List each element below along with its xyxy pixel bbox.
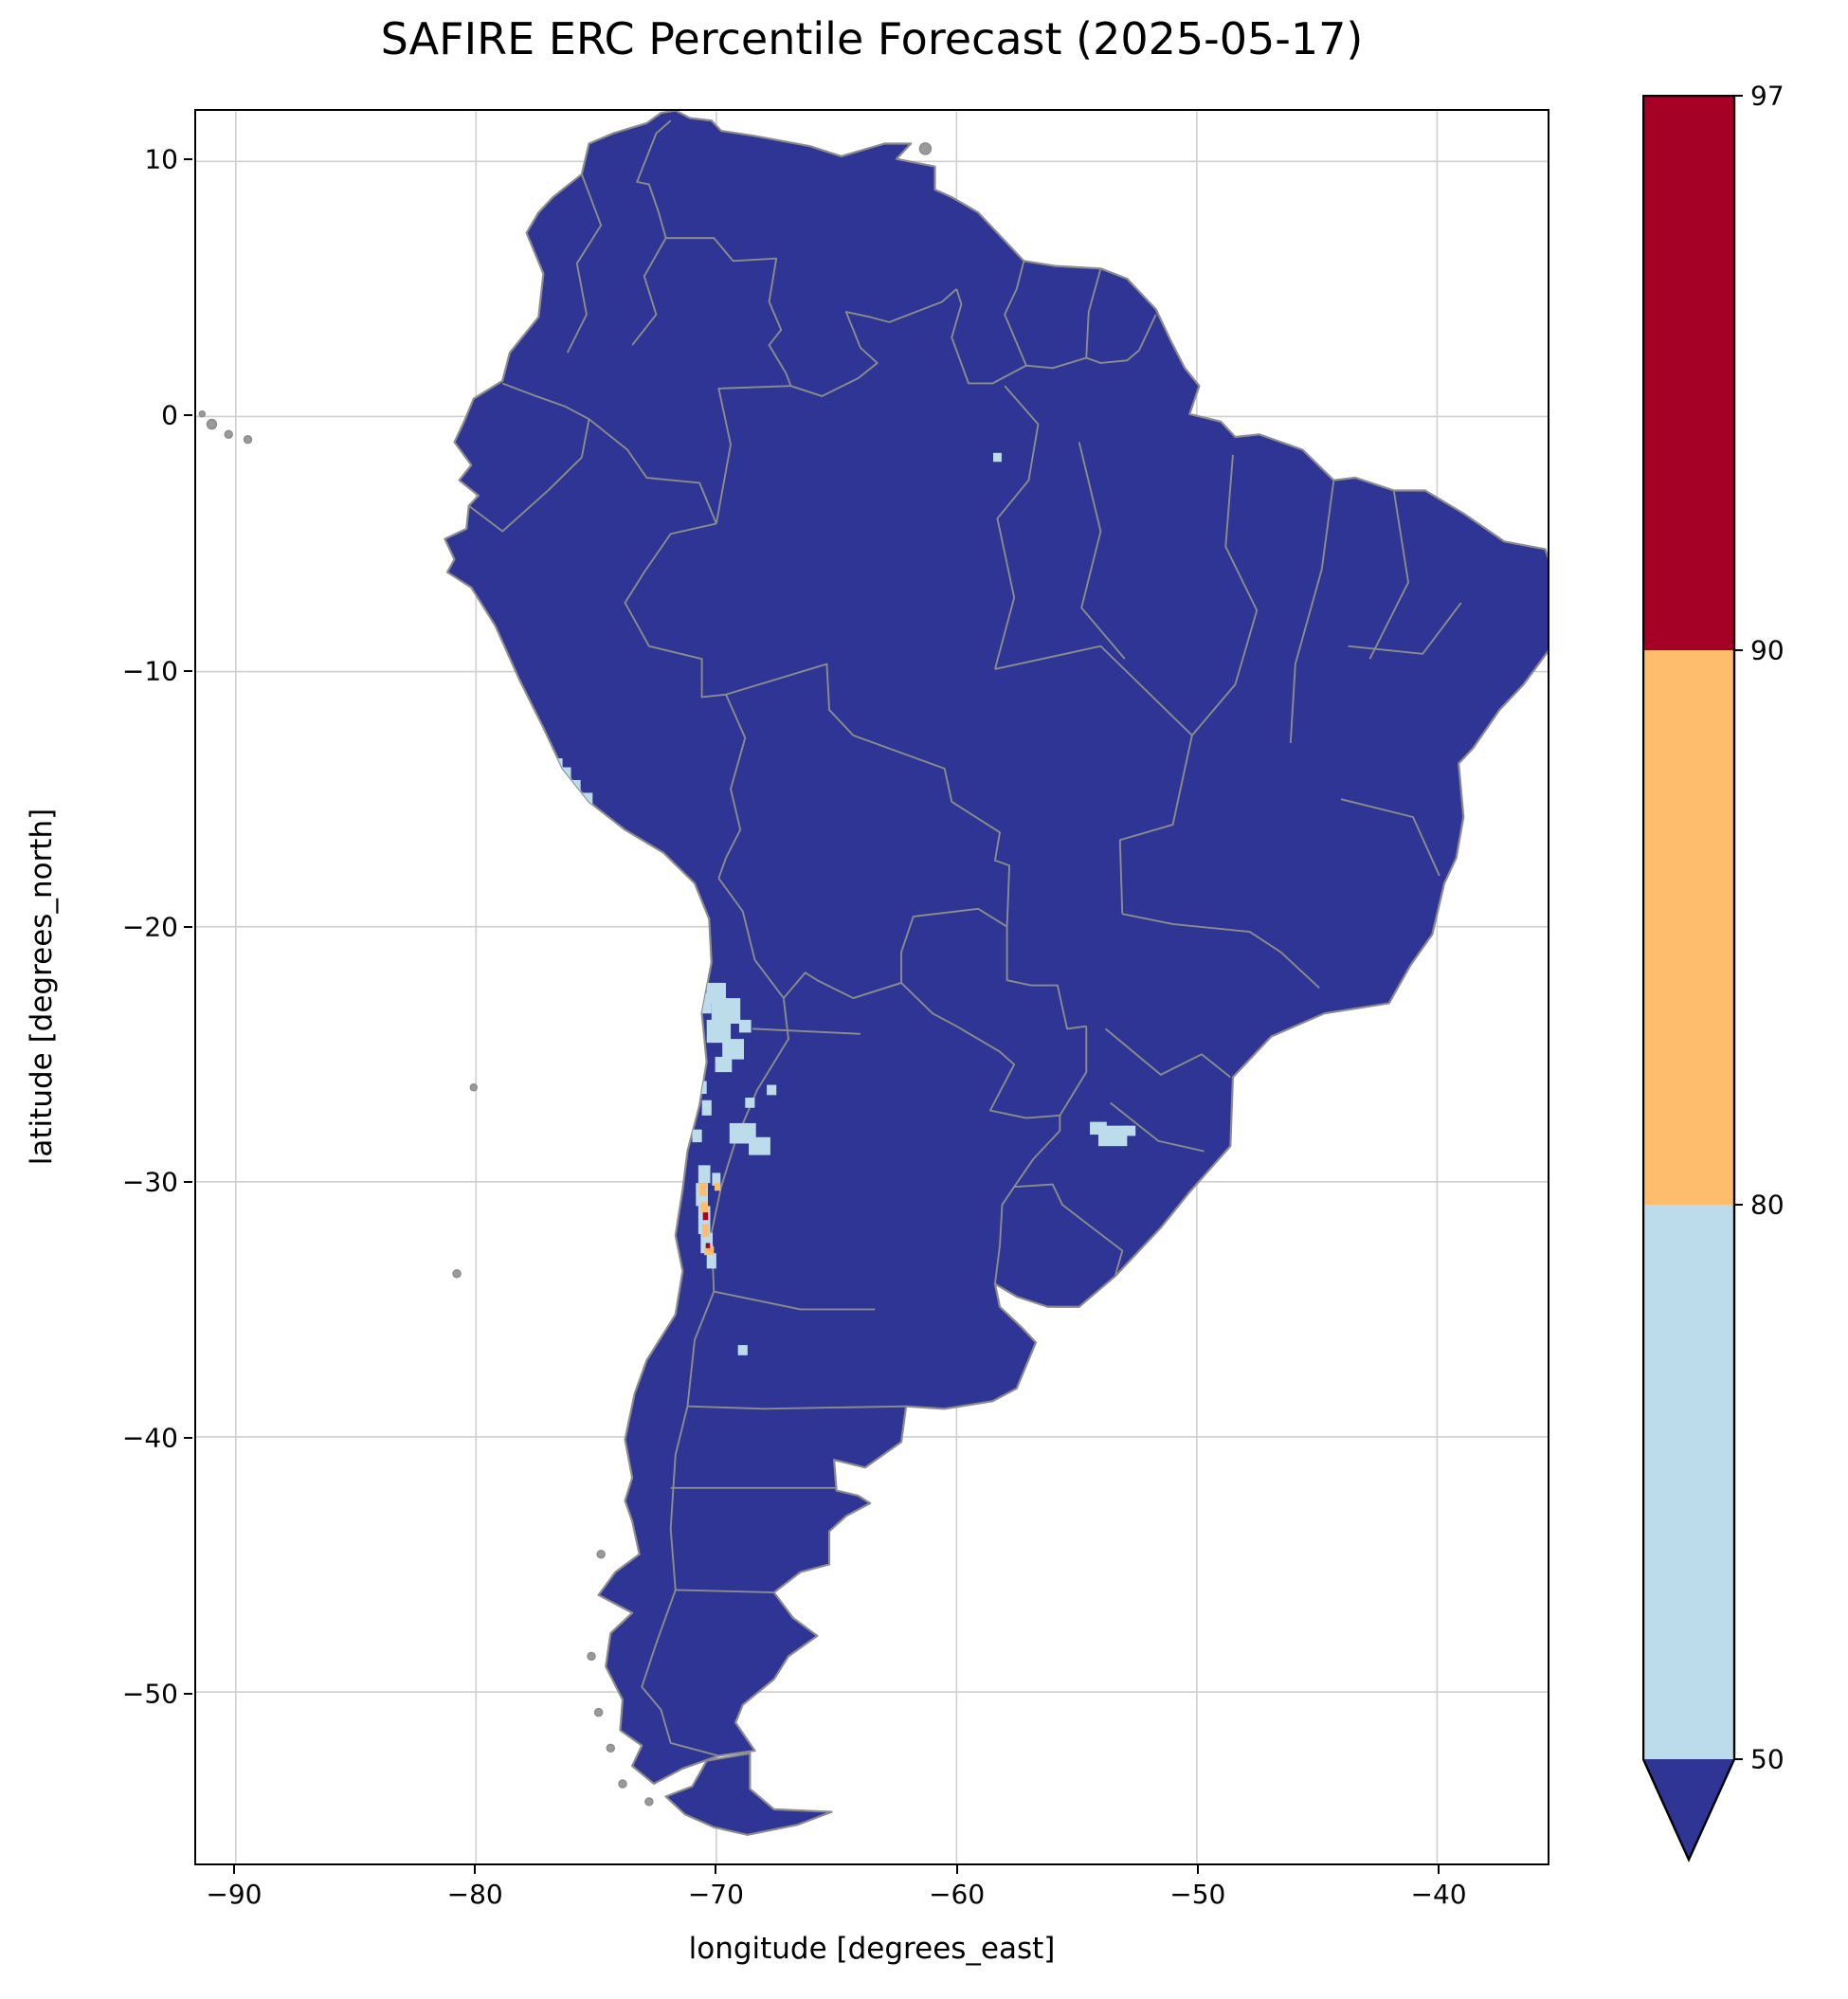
anomaly-cell-80-90 xyxy=(700,1202,708,1213)
anomaly-cell-50-80 xyxy=(738,1019,752,1033)
anomaly-cell-90-97 xyxy=(705,1243,711,1248)
x-tick-mark xyxy=(1196,1865,1199,1874)
colorbar-under-arrow xyxy=(1643,1759,1734,1860)
anomaly-cell-50-80 xyxy=(698,1165,711,1184)
anomaly-cell-50-80 xyxy=(701,1099,712,1116)
colorbar-tick-label: 90 xyxy=(1750,634,1785,666)
chart-title: SAFIRE ERC Percentile Forecast (2025-05-… xyxy=(380,13,1364,64)
x-tick-mark xyxy=(232,1865,235,1874)
x-tick-mark xyxy=(1438,1865,1440,1874)
y-tick-mark xyxy=(184,1181,192,1184)
anomaly-cell-50-80 xyxy=(715,1056,733,1073)
anomaly-cell-80-90 xyxy=(704,1245,715,1256)
anomaly-cell-50-80 xyxy=(749,1136,770,1155)
y-tick-mark xyxy=(184,925,192,928)
y-tick-mark xyxy=(184,669,192,672)
colorbar: 50 80 90 97 xyxy=(1642,81,1846,1886)
y-tick-label: −20 xyxy=(121,911,178,943)
anomaly-cell-50-80 xyxy=(745,1098,755,1108)
x-tick-mark xyxy=(955,1865,958,1874)
anomaly-cell-50-80 xyxy=(737,1345,748,1355)
x-axis-label: longitude [degrees_east] xyxy=(688,1932,1056,1966)
anomaly-cell-50-80 xyxy=(993,452,1002,463)
anomaly-cell-50-80 xyxy=(568,779,581,793)
colorbar-segment-90-97 xyxy=(1643,96,1734,650)
admin-borders xyxy=(468,119,1462,1757)
x-tick-label: −70 xyxy=(687,1879,744,1910)
anomaly-cell-50-80 xyxy=(722,1039,745,1060)
y-tick-mark xyxy=(184,1437,192,1440)
colorbar-svg xyxy=(1642,95,1743,1863)
y-tick-mark xyxy=(184,1693,192,1696)
y-tick-label: 10 xyxy=(144,143,178,175)
x-tick-label: −80 xyxy=(446,1879,503,1910)
x-tick-label: −90 xyxy=(206,1879,263,1910)
land-mass xyxy=(198,111,1548,1836)
y-tick-label: 0 xyxy=(161,399,178,431)
y-tick-mark xyxy=(184,413,192,416)
anomaly-cell-50-80 xyxy=(701,992,712,1014)
anomaly-cell-80-90 xyxy=(714,1183,721,1191)
colorbar-tick-label: 80 xyxy=(1750,1189,1785,1221)
anomaly-cell-50-80 xyxy=(1123,1125,1136,1136)
x-tick-mark xyxy=(474,1865,477,1874)
anomaly-cell-80-90 xyxy=(699,1183,707,1196)
y-tick-label: −50 xyxy=(121,1678,178,1710)
anomaly-cell-50-80 xyxy=(1097,1125,1128,1147)
anomaly-cell-80-90 xyxy=(701,1224,709,1237)
colorbar-outline xyxy=(1642,95,1736,1863)
x-tick-mark xyxy=(715,1865,717,1874)
anomaly-cell-50-80 xyxy=(711,998,741,1024)
y-tick-label: −40 xyxy=(121,1422,178,1454)
y-tick-mark xyxy=(184,157,192,160)
x-tick-label: −40 xyxy=(1410,1879,1467,1910)
anomaly-cell-50-80 xyxy=(692,1129,702,1143)
y-axis-label: latitude [degrees_north] xyxy=(25,808,59,1166)
x-tick-label: −50 xyxy=(1169,1879,1226,1910)
x-tick-label: −60 xyxy=(929,1879,986,1910)
anomaly-cell-90-97 xyxy=(702,1212,709,1221)
colorbar-tick-label: 50 xyxy=(1750,1743,1785,1775)
plot-area xyxy=(194,109,1549,1865)
colorbar-segment-80-90 xyxy=(1643,650,1734,1205)
south-america-map xyxy=(196,111,1548,1863)
colorbar-segment-50-80 xyxy=(1643,1205,1734,1759)
anomaly-cell-50-80 xyxy=(712,1172,721,1186)
y-tick-label: −10 xyxy=(121,655,178,687)
anomaly-cell-50-80 xyxy=(706,1253,716,1269)
y-tick-label: −30 xyxy=(121,1166,178,1198)
colorbar-tick-label: 97 xyxy=(1750,80,1785,112)
anomaly-cell-50-80 xyxy=(767,1084,777,1096)
